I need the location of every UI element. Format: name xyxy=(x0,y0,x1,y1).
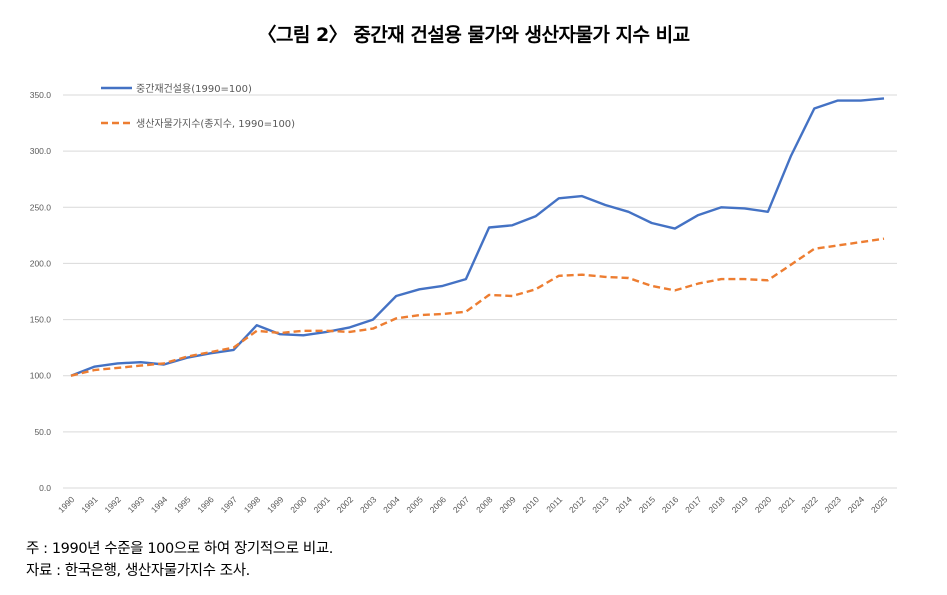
x-tick-label: 2010 xyxy=(521,494,542,515)
x-tick-label: 2001 xyxy=(311,494,332,515)
x-tick-label: 2008 xyxy=(474,494,495,515)
source-line: 자료 : 한국은행, 생산자물가지수 조사. xyxy=(26,563,250,579)
x-tick-label: 2020 xyxy=(753,494,774,515)
x-tick-label: 1992 xyxy=(102,494,123,515)
note-line: 주 : 1990년 수준을 100으로 하여 장기적으로 비교. xyxy=(26,541,333,557)
x-tick-label: 2003 xyxy=(358,494,379,515)
y-tick-label: 300.0 xyxy=(30,146,52,156)
x-tick-label: 1990 xyxy=(56,494,77,515)
x-tick-label: 2006 xyxy=(428,494,449,515)
legend-label: 생산자물가지수(종지수, 1990=100) xyxy=(136,118,295,130)
x-tick-label: 2012 xyxy=(567,494,588,515)
x-tick-label: 2016 xyxy=(660,494,681,515)
footnotes: 주 : 1990년 수준을 100으로 하여 장기적으로 비교. 자료 : 한국… xyxy=(26,538,333,582)
x-tick-label: 2009 xyxy=(497,494,518,515)
y-tick-label: 0.0 xyxy=(39,483,51,493)
legend-label: 중간재건설용(1990=100) xyxy=(136,83,252,95)
y-axis-ticks: 0.0 50.0 100.0 150.0 200.0 250.0 300.0 350.0 xyxy=(30,90,52,493)
x-tick-label: 1999 xyxy=(265,494,286,515)
x-tick-label: 1996 xyxy=(195,494,216,515)
x-tick-label: 2005 xyxy=(404,494,425,515)
x-tick-label: 1997 xyxy=(219,494,240,515)
x-tick-label: 2017 xyxy=(683,494,704,515)
y-tick-label: 350.0 xyxy=(30,90,52,100)
x-tick-label: 2004 xyxy=(381,494,402,515)
series-line-construction xyxy=(70,97,885,377)
x-tick-label: 1995 xyxy=(172,494,193,515)
x-tick-label: 2022 xyxy=(799,494,820,515)
x-tick-label: 2019 xyxy=(730,494,751,515)
y-tick-label: 200.0 xyxy=(30,258,52,268)
x-tick-label: 2018 xyxy=(706,494,727,515)
gridlines xyxy=(63,94,897,489)
x-tick-label: 1998 xyxy=(242,494,263,515)
y-tick-label: 250.0 xyxy=(30,202,52,212)
x-tick-label: 2025 xyxy=(869,494,890,515)
x-tick-label: 2007 xyxy=(451,494,472,515)
x-axis-ticks: 1990 1991 1992 1993 1994 1995 1996 1997 1998 1999… xyxy=(56,494,890,515)
legend: 중간재건설용(1990=100) 생산자물가지수(종지수, 1990=100) xyxy=(101,83,295,130)
x-tick-label: 2011 xyxy=(544,494,564,514)
x-tick-label: 2021 xyxy=(776,494,797,515)
x-tick-label: 1994 xyxy=(149,494,170,515)
x-tick-label: 2002 xyxy=(335,494,356,515)
x-tick-label: 1993 xyxy=(126,494,147,515)
chart-title: 〈그림 2〉 중간재 건설용 물가와 생산자물가 지수 비교 xyxy=(257,24,690,46)
x-tick-label: 1991 xyxy=(79,494,100,515)
y-tick-label: 100.0 xyxy=(30,371,52,381)
x-tick-label: 2023 xyxy=(823,494,844,515)
x-tick-label: 2013 xyxy=(590,494,611,515)
x-tick-label: 2000 xyxy=(288,494,309,515)
x-tick-label: 2024 xyxy=(846,494,867,515)
series-lines xyxy=(70,97,885,377)
x-tick-label: 2015 xyxy=(637,494,658,515)
x-tick-label: 2014 xyxy=(613,494,634,515)
series-line-ppi xyxy=(70,237,885,377)
y-tick-label: 150.0 xyxy=(30,315,52,325)
y-tick-label: 50.0 xyxy=(34,427,51,437)
